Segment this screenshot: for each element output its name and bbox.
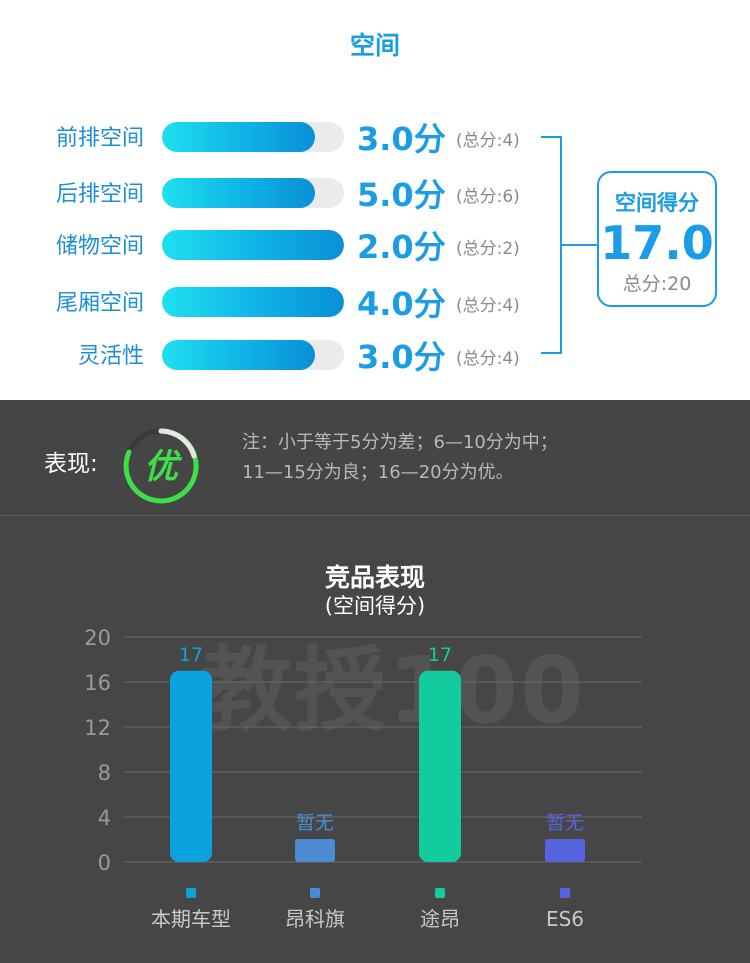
- score-bar-track: [162, 340, 344, 370]
- row-label: 尾厢空间: [55, 291, 144, 316]
- bar: [419, 670, 461, 862]
- competitor-chart: 教授100 竞品表现 (空间得分) 20 16 12 8 4 0 17 本期车型 暂无昂科旗 17…: [0, 516, 750, 963]
- legend-marker: [435, 888, 445, 898]
- score-bar-fill: [162, 178, 315, 208]
- score-row: 灵活性 3.0分 (总分:4): [0, 334, 560, 376]
- chart-subtitle: (空间得分): [324, 594, 426, 618]
- legend-marker: [310, 888, 320, 898]
- row-label: 储物空间: [55, 234, 144, 259]
- total-score-box: 空间得分 17.0 总分:20: [597, 171, 717, 307]
- y-tick-label: 12: [84, 716, 111, 740]
- score-bar-fill: [162, 287, 344, 317]
- row-max-score: (总分:4): [456, 296, 520, 316]
- performance-band: 表现: 优 注：小于等于5分为差；6—10分为中； 11—15分为良；16—20…: [0, 400, 750, 515]
- rows-bracket: [541, 136, 562, 354]
- x-category-label: ES6: [546, 907, 584, 931]
- score-bar-track: [162, 230, 344, 260]
- bar-placeholder: [545, 839, 585, 862]
- y-tick-label: 16: [84, 671, 111, 695]
- grade-text: 优: [144, 447, 183, 487]
- score-bar-track: [162, 122, 344, 152]
- divider: [0, 515, 750, 516]
- row-score: 4.0分: [357, 285, 446, 323]
- y-tick-label: 4: [98, 806, 111, 830]
- row-max-score: (总分:4): [456, 131, 520, 151]
- data-label: 暂无: [546, 812, 584, 834]
- data-label: 17: [428, 644, 452, 666]
- legend-marker: [560, 888, 570, 898]
- section-title: 空间: [349, 31, 400, 60]
- score-bar-track: [162, 287, 344, 317]
- y-tick-label: 20: [84, 626, 111, 650]
- data-label: 暂无: [296, 812, 334, 834]
- performance-label: 表现:: [44, 451, 98, 477]
- row-label: 灵活性: [77, 344, 144, 369]
- x-category-label: 本期车型: [151, 907, 231, 931]
- bar-placeholder: [295, 839, 335, 862]
- score-row: 前排空间 3.0分 (总分:4): [0, 116, 560, 158]
- row-score: 3.0分: [357, 338, 446, 376]
- grade-note-line2: 11—15分为良；16—20分为优。: [242, 462, 514, 483]
- score-bar-fill: [162, 122, 315, 152]
- legend-marker: [186, 888, 196, 898]
- score-row: 尾厢空间 4.0分 (总分:4): [0, 281, 560, 323]
- score-row: 后排空间 5.0分 (总分:6): [0, 172, 560, 214]
- row-max-score: (总分:4): [456, 349, 520, 369]
- score-bar-fill: [162, 230, 344, 260]
- row-score: 3.0分: [357, 120, 446, 158]
- data-label: 17: [179, 644, 203, 666]
- row-max-score: (总分:2): [456, 239, 520, 259]
- x-category-label: 途昂: [420, 907, 460, 931]
- y-tick-label: 0: [98, 851, 111, 875]
- row-score: 2.0分: [357, 228, 446, 266]
- total-score-value: 17.0: [600, 216, 714, 270]
- grade-note-line1: 注：小于等于5分为差；6—10分为中；: [242, 432, 558, 453]
- space-section: 空间 前排空间 3.0分 (总分:4) 后排空间 5.0分 (总分:6) 储物空间 2.0分 (…: [0, 0, 750, 400]
- score-row: 储物空间 2.0分 (总分:2): [0, 224, 560, 266]
- row-score: 5.0分: [357, 176, 446, 214]
- chart-title: 竞品表现: [324, 563, 425, 592]
- bar: [170, 670, 212, 862]
- grade-note: 注：小于等于5分为差；6—10分为中； 11—15分为良；16—20分为优。: [242, 428, 558, 488]
- row-label: 前排空间: [55, 126, 144, 151]
- total-score-max: 总分:20: [622, 273, 692, 295]
- grade-badge-icon: 优: [123, 428, 199, 504]
- watermark-logo: 教授100: [200, 637, 587, 744]
- row-max-score: (总分:6): [456, 187, 520, 207]
- total-score-label: 空间得分: [615, 191, 699, 215]
- y-tick-label: 8: [98, 761, 111, 785]
- score-bar-track: [162, 178, 344, 208]
- score-bar-fill: [162, 340, 315, 370]
- bracket-stem: [562, 244, 597, 246]
- x-category-label: 昂科旗: [285, 907, 345, 931]
- row-label: 后排空间: [55, 182, 144, 207]
